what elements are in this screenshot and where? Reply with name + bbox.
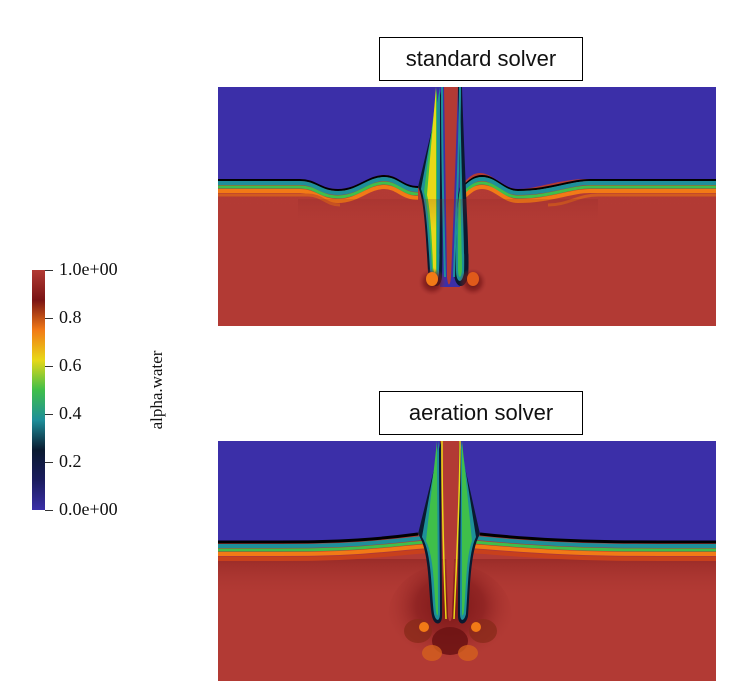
colorbar-tick-mark xyxy=(45,510,53,511)
colorbar-tick-label: 0.2 xyxy=(59,451,82,471)
colorbar-tick-mark xyxy=(45,414,53,415)
colorbar-tick-mark xyxy=(45,366,53,367)
colorbar-tick-label: 0.4 xyxy=(59,403,82,423)
colorbar-tick-mark xyxy=(45,318,53,319)
colorbar-gradient xyxy=(32,270,45,510)
field-plot-aeration-solver xyxy=(218,441,716,681)
colorbar-tick-label: 0.6 xyxy=(59,355,82,375)
colorbar-tick-mark xyxy=(45,462,53,463)
colorbar-title: alpha.water xyxy=(147,350,166,430)
colorbar-tick-label: 1.0e+00 xyxy=(59,259,118,279)
colorbar-tick-mark xyxy=(45,270,53,271)
panel-title-aeration: aeration solver xyxy=(379,391,583,435)
panel-title-standard: standard solver xyxy=(379,37,583,81)
colorbar-tick-label: 0.8 xyxy=(59,307,82,327)
field-plot-standard-solver xyxy=(218,87,716,326)
colorbar-tick-label: 0.0e+00 xyxy=(59,499,118,519)
